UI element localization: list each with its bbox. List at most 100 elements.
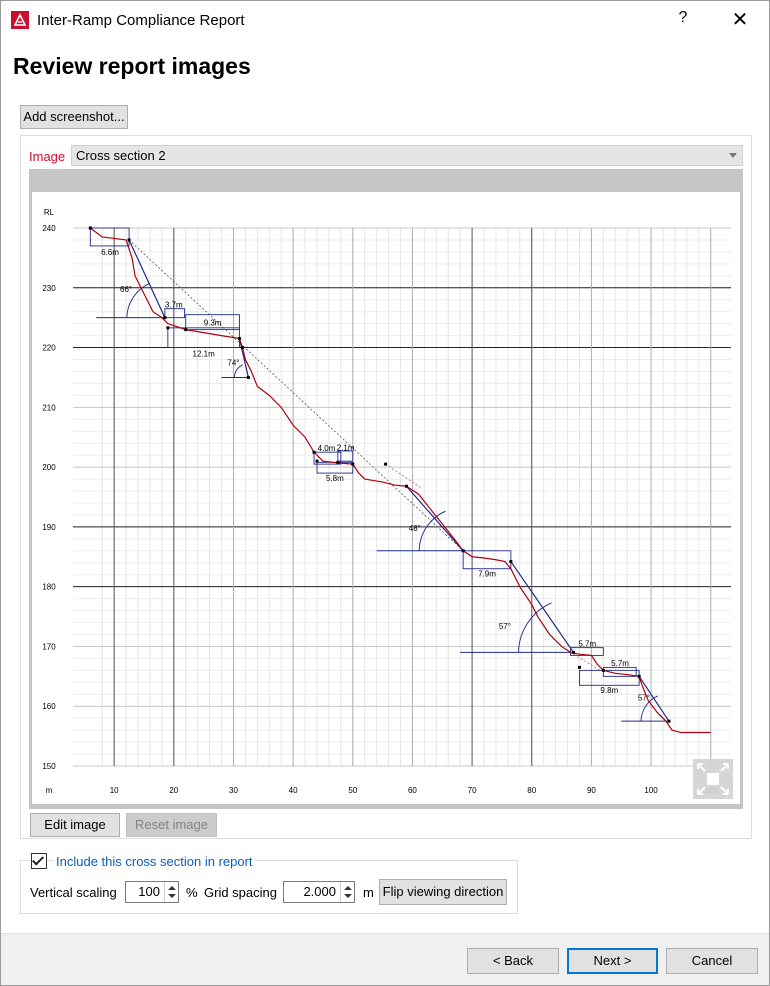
- grid-spacing-label: Grid spacing: [204, 885, 277, 900]
- back-button[interactable]: < Back: [467, 948, 559, 974]
- inter-ramp-segment: [128, 239, 166, 318]
- angle-arc: [126, 283, 150, 318]
- y-tick-label: 210: [42, 403, 56, 412]
- dimension-box: [462, 550, 512, 570]
- app-logo-icon: [11, 11, 29, 29]
- close-button[interactable]: ✕: [731, 9, 749, 31]
- help-button[interactable]: ?: [678, 9, 688, 26]
- inter-ramp-segment: [638, 676, 670, 722]
- dimension-label: 12.1m: [193, 350, 216, 359]
- image-select[interactable]: Cross section 2: [71, 145, 743, 166]
- spin-down-icon: [168, 894, 176, 898]
- flip-viewing-direction-button[interactable]: Flip viewing direction: [379, 879, 507, 905]
- dimension-label: 3.7m: [165, 301, 183, 310]
- angle-label: 57°: [638, 693, 650, 702]
- y-tick-label: 240: [42, 224, 56, 233]
- dimension-label: 7.9m: [478, 570, 496, 579]
- angle-arc: [233, 364, 243, 378]
- x-tick-label: 20: [169, 786, 178, 795]
- title-bar: Inter-Ramp Compliance Report ? ✕: [1, 1, 769, 39]
- angle-label: 48°: [409, 524, 421, 533]
- grid-spacing-spinbox[interactable]: 2.000: [283, 881, 355, 903]
- image-label: Image: [29, 149, 66, 164]
- grid-unit-label: m: [363, 885, 374, 900]
- checkmark-icon: [31, 853, 45, 866]
- include-checkbox[interactable]: [31, 853, 47, 869]
- spin-arrows[interactable]: [340, 882, 354, 902]
- dimension-label: 9.3m: [204, 318, 222, 327]
- inter-ramp-segment: [406, 485, 464, 552]
- vertex-marker: [404, 484, 408, 488]
- next-button[interactable]: Next >: [567, 948, 658, 974]
- vertical-scaling-spinbox[interactable]: 100: [125, 881, 179, 903]
- inter-ramp-segment: [510, 561, 575, 653]
- vertex-marker: [184, 328, 188, 332]
- vertex-marker: [572, 650, 576, 654]
- dimension-label: 4.0m: [318, 444, 336, 453]
- image-select-value: Cross section 2: [76, 148, 166, 163]
- window-title: Inter-Ramp Compliance Report: [37, 12, 245, 29]
- angle-arc: [418, 510, 446, 551]
- vertex-marker: [237, 337, 241, 341]
- vertical-scaling-label: Vertical scaling: [30, 885, 117, 900]
- angle-label: 66°: [120, 285, 132, 294]
- vertex-marker: [601, 668, 605, 672]
- grid-spacing-value: 2.000: [303, 884, 336, 899]
- add-screenshot-button[interactable]: Add screenshot...: [20, 105, 128, 129]
- page-title: Review report images: [13, 53, 251, 79]
- y-tick-label: 230: [42, 284, 56, 293]
- x-axis-label: m: [46, 786, 53, 795]
- y-axis-label: RL: [44, 208, 55, 217]
- vertex-marker: [315, 459, 319, 463]
- vertex-marker: [351, 462, 355, 466]
- include-checkbox-label[interactable]: Include this cross section in report: [54, 854, 255, 869]
- vertex-marker: [127, 238, 131, 242]
- vertex-marker: [384, 462, 388, 466]
- vertex-marker: [166, 326, 170, 330]
- x-tick-label: 30: [229, 786, 238, 795]
- dimension-label: 6.6m: [101, 248, 119, 257]
- x-tick-label: 60: [408, 786, 417, 795]
- y-tick-label: 220: [42, 344, 56, 353]
- vertex-marker: [667, 719, 671, 723]
- angle-arc: [518, 602, 552, 653]
- spin-down-icon: [344, 894, 352, 898]
- reset-image-button[interactable]: Reset image: [126, 813, 217, 837]
- spin-up-icon: [168, 886, 176, 890]
- dimension-box: [89, 227, 130, 247]
- vertex-marker: [240, 346, 244, 350]
- edit-image-button[interactable]: Edit image: [30, 813, 120, 837]
- y-tick-label: 200: [42, 463, 56, 472]
- spin-arrows[interactable]: [164, 882, 178, 902]
- x-tick-label: 40: [289, 786, 298, 795]
- x-tick-label: 10: [110, 786, 119, 795]
- image-canvas[interactable]: RL m 240 230 220 210 200 190 180 170 160 150 10 20 30 4…: [32, 192, 740, 804]
- vertex-marker: [88, 226, 92, 230]
- slope-guide-line: [385, 463, 422, 489]
- cancel-button[interactable]: Cancel: [666, 948, 758, 974]
- x-tick-label: 90: [587, 786, 596, 795]
- vertex-marker: [163, 316, 167, 320]
- header-area: [1, 39, 769, 99]
- angle-arc: [640, 695, 658, 722]
- dimension-box: [579, 669, 640, 686]
- vertex-marker: [246, 375, 250, 379]
- dimension-label: 5.7m: [578, 639, 596, 648]
- y-tick-label: 180: [42, 583, 56, 592]
- vertex-marker: [336, 460, 340, 464]
- x-tick-label: 100: [644, 786, 658, 795]
- spin-up-icon: [344, 886, 352, 890]
- percent-label: %: [186, 885, 198, 900]
- y-tick-label: 160: [42, 702, 56, 711]
- cross-section-chart: RL m 240 230 220 210 200 190 180 170 160 150 10 20 30 4…: [42, 208, 731, 795]
- fit-to-view-button[interactable]: [693, 759, 733, 799]
- options-group: [20, 860, 518, 914]
- dimension-box: [570, 647, 604, 656]
- angle-label: 57°: [499, 622, 511, 631]
- vertex-marker: [509, 560, 513, 564]
- x-tick-label: 50: [348, 786, 357, 795]
- vertex-marker: [461, 549, 465, 553]
- angle-label: 74°: [227, 359, 239, 368]
- dimension-label: 2.1m: [337, 443, 355, 452]
